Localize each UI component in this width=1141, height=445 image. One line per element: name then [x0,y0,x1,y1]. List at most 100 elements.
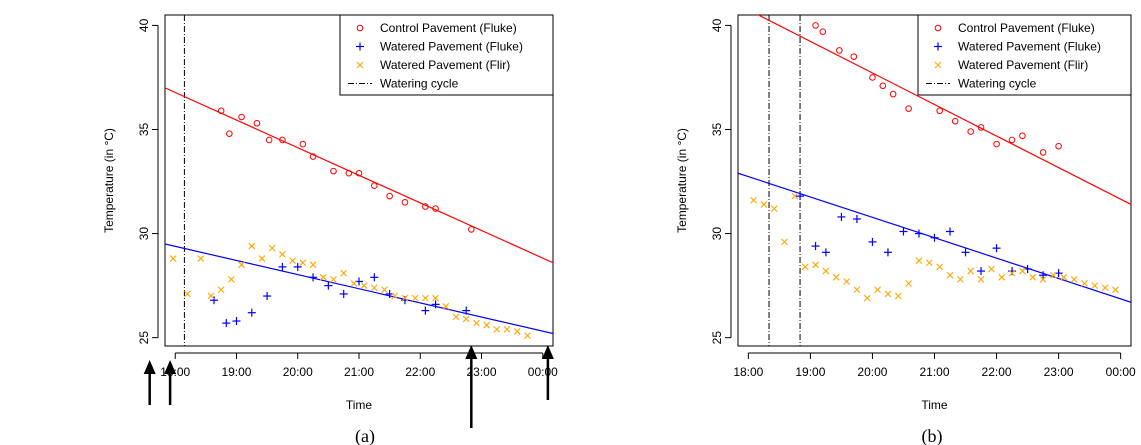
watered-flir-point [925,259,933,267]
watered-flir-point [169,255,177,262]
arrow-annotations [143,345,554,428]
watered-fluke-point [946,227,955,236]
watered-flir-point [401,294,409,302]
control-point [238,113,245,121]
legend-label: Control Pavement (Fluke) [380,21,517,35]
watered-flir-point [268,244,276,252]
marker-stroke [503,325,511,333]
legend-symbol [356,24,364,32]
legend-label: Watered Pavement (Flir) [380,58,510,72]
x-tick-label: 19:00 [795,365,825,379]
watered-flir-point [894,292,902,300]
control-point [265,136,273,144]
watered-flir-point [915,257,923,265]
marker-stroke [781,238,788,246]
watered-flir-point [967,267,975,275]
watered-flir-point [330,275,337,283]
watered-flir-point [370,284,378,292]
y-tick-label: 40 [137,18,151,32]
marker-stroke [853,286,861,294]
legend-label: Watering cycle [380,77,459,91]
marker-stroke [1112,286,1119,294]
control-point [371,182,378,190]
control-point [879,82,887,90]
marker-stroke [770,205,778,212]
watered-flir-point [483,321,491,329]
marker-stroke [998,273,1006,281]
control-point [951,117,959,125]
watered-fluke-point [232,317,241,326]
control-point [850,53,858,60]
watered-flir-point [1019,267,1026,275]
marker-stroke [238,261,245,269]
watered-flir-point [462,315,470,323]
x-tick-label: 22:00 [405,365,435,379]
watered-fluke-point [837,212,846,221]
y-tick-label: 40 [710,18,724,32]
watered-flir-point [381,286,388,294]
marker-stroke [967,267,975,275]
legend-item: Watered Pavement (Flir) [356,58,510,72]
control-point [345,169,353,177]
arrow-marker [143,360,156,405]
marker-stroke [370,284,378,292]
watered-flir-point [258,255,266,262]
watered-flir-point [319,273,327,281]
control-point [401,199,409,206]
legend-item: Watered Pavement (Fluke) [356,40,523,54]
legend: Control Pavement (Fluke) Watered Pavement… [917,14,1132,96]
watered-fluke-point [868,237,877,246]
plot-data [738,15,1131,346]
marker-stroke [750,196,757,204]
control-point [936,107,943,115]
watered-fluke-point [210,296,219,305]
marker-stroke [513,328,521,335]
marker-stroke [330,275,337,283]
watered-fluke-point [431,300,440,309]
control-point [279,136,286,144]
watered-fluke-point [324,281,333,290]
marker-stroke [524,332,531,339]
marker-stroke [894,292,902,300]
marker-stroke [1091,282,1099,290]
watered-flir-point [421,294,429,302]
x-tick-label: 21:00 [344,365,374,379]
watered-flir-point [750,196,757,204]
watered-flir-point [853,286,861,294]
marker-stroke [863,294,871,302]
y-tick-label: 35 [710,123,724,137]
marker-stroke [207,292,215,300]
legend-label: Control Pavement (Fluke) [958,21,1095,35]
marker-stroke [977,275,985,283]
watered-flir-point [1101,284,1109,292]
marker-stroke [822,267,830,275]
x-tick-label: 20:00 [857,365,887,379]
marker-stroke [169,255,177,262]
x-tick-label: 18:00 [733,365,763,379]
watered-fluke-point [263,292,272,301]
watered-fluke-point [421,306,430,315]
control-point [889,90,897,98]
marker-stroke [1008,269,1016,277]
watered-fluke-point [796,192,805,201]
control-point [869,74,876,81]
y-tick-label: 30 [137,227,151,241]
y-axis-title: Temperature (in °C) [102,128,116,233]
watered-flir-point [432,294,439,302]
legend-item: Watering cycle [926,77,1037,91]
watered-fluke-point [852,215,861,224]
watered-flir-point [1039,275,1047,283]
marker-stroke [432,294,439,302]
watered-flir-point [1081,280,1088,287]
marker-stroke [217,286,225,294]
arrow-marker [465,345,478,428]
watered-fluke-point [899,227,908,236]
marker-stroke [248,242,256,250]
watered-fluke-point [370,273,379,282]
watered-flir-point [956,275,964,283]
watered-flir-point [309,261,317,269]
marker-stroke [319,273,327,281]
marker-stroke [442,303,450,310]
watered-flir-point [1029,273,1037,281]
watered-fluke-point [222,319,231,328]
